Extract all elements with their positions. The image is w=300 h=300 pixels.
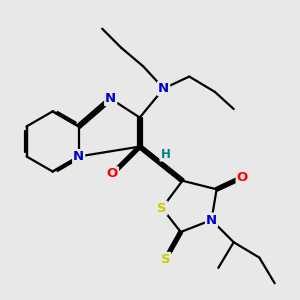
Text: O: O <box>107 167 118 180</box>
Text: N: N <box>73 150 84 163</box>
Text: N: N <box>105 92 116 105</box>
Text: N: N <box>206 214 217 226</box>
Text: S: S <box>157 202 167 214</box>
Text: N: N <box>158 82 169 95</box>
Text: S: S <box>160 253 170 266</box>
Text: H: H <box>160 148 170 160</box>
Text: O: O <box>237 171 248 184</box>
